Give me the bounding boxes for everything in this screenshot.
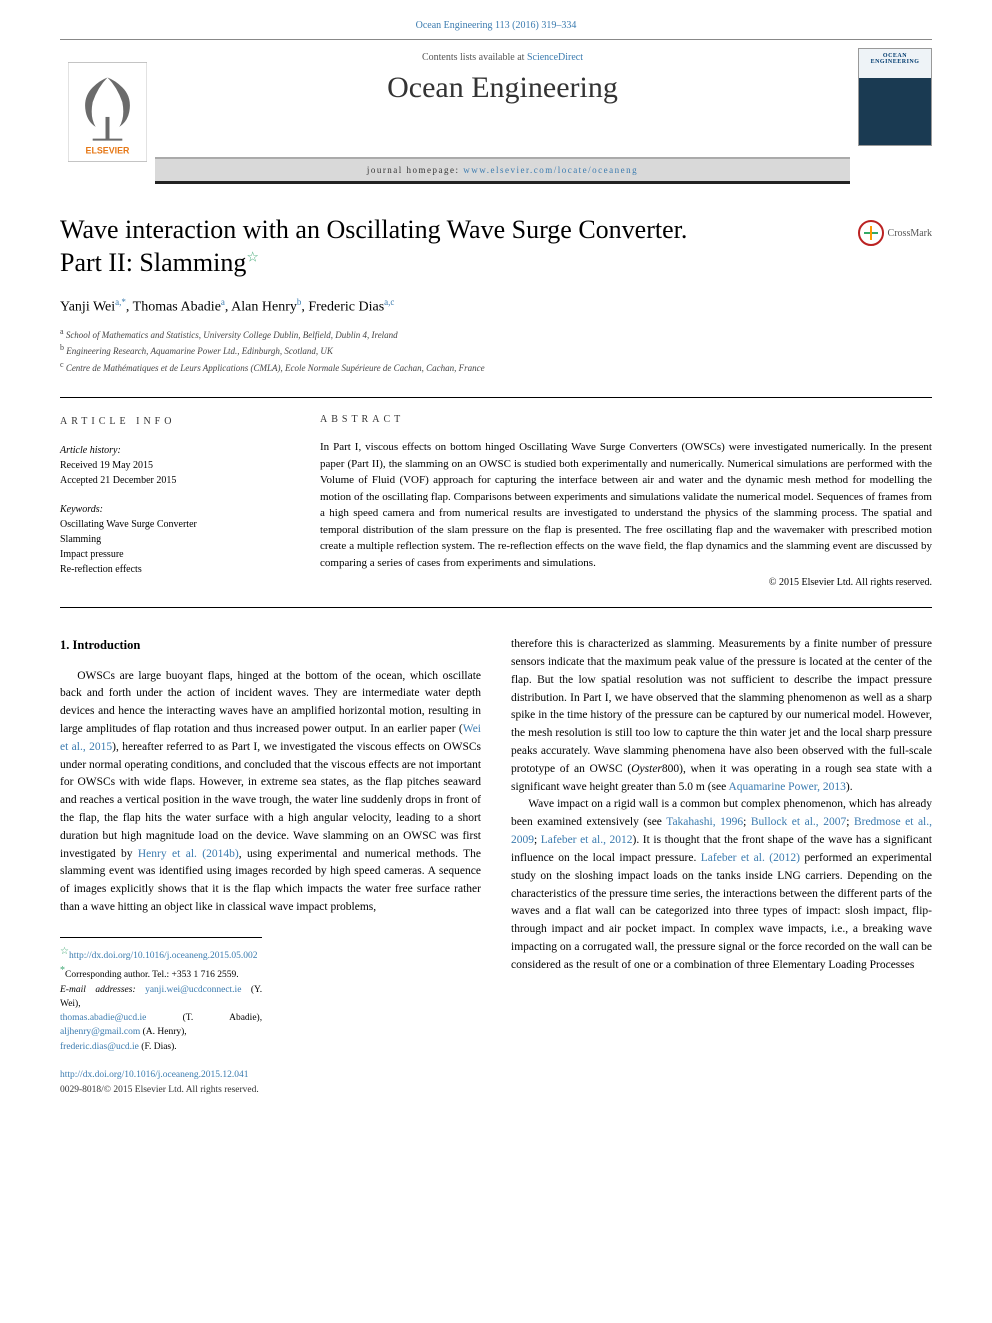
author: Yanji Wei	[60, 300, 115, 315]
footnotes: ☆http://dx.doi.org/10.1016/j.oceaneng.20…	[60, 937, 262, 1054]
body-columns: 1. Introduction OWSCs are large buoyant …	[60, 636, 932, 1097]
keywords-block: Keywords: Oscillating Wave Surge Convert…	[60, 502, 280, 577]
email-addresses: E-mail addresses: yanji.wei@ucdconnect.i…	[60, 983, 262, 1054]
svg-text:ELSEVIER: ELSEVIER	[86, 145, 130, 155]
homepage-bar: journal homepage: www.elsevier.com/locat…	[155, 157, 850, 184]
journal-cover: OCEAN ENGINEERING	[850, 40, 932, 184]
affiliation: c Centre de Mathématiques et de Leurs Ap…	[60, 359, 932, 376]
keyword: Oscillating Wave Surge Converter	[60, 517, 280, 532]
authors-line: Yanji Weia,*, Thomas Abadiea, Alan Henry…	[60, 297, 932, 316]
body-paragraph: therefore this is characterized as slamm…	[511, 636, 932, 796]
doi-block: http://dx.doi.org/10.1016/j.oceaneng.201…	[60, 1068, 481, 1097]
email-link[interactable]: thomas.abadie@ucd.ie	[60, 1013, 146, 1023]
citation-link[interactable]: Takahashi, 1996	[666, 816, 743, 828]
author: Frederic Dias	[308, 300, 384, 315]
title-footnote-star: ☆	[246, 250, 259, 265]
body-column-left: 1. Introduction OWSCs are large buoyant …	[60, 636, 481, 1097]
citation-link[interactable]: Bullock et al., 2007	[751, 816, 846, 828]
email-link[interactable]: yanji.wei@ucdconnect.ie	[145, 985, 241, 995]
citation-link[interactable]: Lafeber et al. (2012)	[701, 852, 800, 864]
citation-link[interactable]: Henry et al. (2014b)	[138, 848, 239, 860]
cover-label: OCEAN ENGINEERING	[863, 53, 927, 65]
body-paragraph: OWSCs are large buoyant flaps, hinged at…	[60, 668, 481, 917]
article-title: Wave interaction with an Oscillating Wav…	[60, 214, 838, 279]
title-row: Wave interaction with an Oscillating Wav…	[60, 214, 932, 279]
cover-thumbnail: OCEAN ENGINEERING	[858, 48, 932, 146]
email-link[interactable]: frederic.dias@ucd.ie	[60, 1042, 139, 1052]
abstract-text: In Part I, viscous effects on bottom hin…	[320, 439, 932, 571]
affiliation: b Engineering Research, Aquamarine Power…	[60, 342, 932, 359]
section-heading: 1. Introduction	[60, 636, 481, 655]
page-header: Ocean Engineering 113 (2016) 319–334 ELS…	[0, 0, 992, 184]
abstract-heading: abstract	[320, 414, 932, 425]
elsevier-logo: ELSEVIER	[60, 40, 155, 184]
article-doi-link[interactable]: http://dx.doi.org/10.1016/j.oceaneng.201…	[60, 1070, 249, 1080]
citation-link[interactable]: Lafeber et al., 2012	[541, 834, 633, 846]
affiliation: a School of Mathematics and Statistics, …	[60, 326, 932, 343]
info-abstract-row: article info Article history: Received 1…	[60, 397, 932, 608]
citation-link[interactable]: Aquamarine Power, 2013	[728, 781, 845, 793]
keyword: Re-reflection effects	[60, 562, 280, 577]
footnote-star-icon: ☆	[60, 946, 69, 957]
article-info: article info Article history: Received 1…	[60, 414, 280, 591]
contents-line: Contents lists available at ScienceDirec…	[155, 52, 850, 63]
email-link[interactable]: aljhenry@gmail.com	[60, 1027, 140, 1037]
sciencedirect-link[interactable]: ScienceDirect	[527, 52, 583, 63]
body-column-right: therefore this is characterized as slamm…	[511, 636, 932, 1097]
journal-reference: Ocean Engineering 113 (2016) 319–334	[60, 20, 932, 31]
crossmark-label: CrossMark	[888, 228, 932, 239]
keyword: Slamming	[60, 532, 280, 547]
author: Thomas Abadie	[133, 300, 221, 315]
keyword: Impact pressure	[60, 547, 280, 562]
crossmark-badge[interactable]: CrossMark	[858, 214, 932, 246]
banner-center: Contents lists available at ScienceDirec…	[155, 40, 850, 184]
abstract-copyright: © 2015 Elsevier Ltd. All rights reserved…	[320, 577, 932, 588]
footnote-doi-link[interactable]: http://dx.doi.org/10.1016/j.oceaneng.201…	[69, 951, 258, 961]
article-history: Article history: Received 19 May 2015 Ac…	[60, 443, 280, 488]
header-banner: ELSEVIER Contents lists available at Sci…	[60, 39, 932, 184]
journal-title: Ocean Engineering	[155, 71, 850, 105]
abstract-column: abstract In Part I, viscous effects on b…	[320, 414, 932, 591]
body-paragraph: Wave impact on a rigid wall is a common …	[511, 796, 932, 974]
crossmark-icon	[858, 220, 884, 246]
elsevier-tree-icon: ELSEVIER	[68, 62, 147, 162]
author: Alan Henry	[231, 300, 297, 315]
info-heading: article info	[60, 414, 280, 429]
affiliations: a School of Mathematics and Statistics, …	[60, 326, 932, 376]
article-main: Wave interaction with an Oscillating Wav…	[0, 184, 992, 1117]
issn-copyright: 0029-8018/© 2015 Elsevier Ltd. All right…	[60, 1085, 259, 1095]
homepage-link[interactable]: www.elsevier.com/locate/oceaneng	[463, 165, 638, 175]
